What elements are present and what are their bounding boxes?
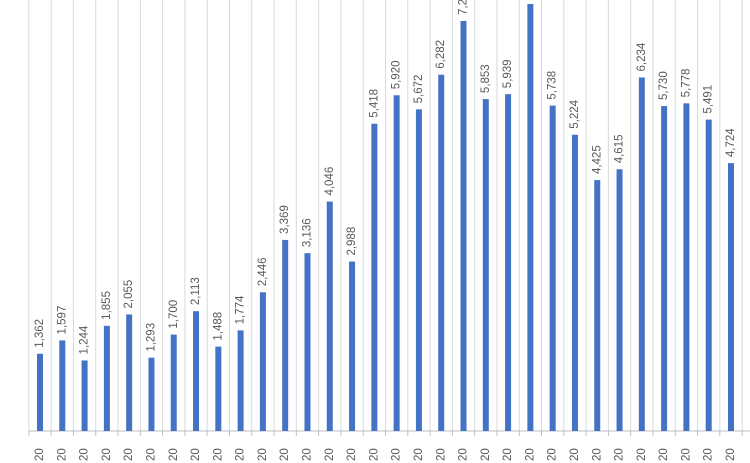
data-label: 1,293 (145, 323, 157, 352)
x-tick-label: 20 (591, 448, 603, 461)
bar (304, 253, 311, 431)
x-tick-label: 20 (346, 448, 358, 461)
x-tick-label: 20 (324, 448, 336, 461)
data-label: 5,491 (703, 85, 715, 114)
data-label: 4,046 (324, 167, 336, 196)
bar (393, 95, 400, 431)
x-tick-label: 20 (480, 448, 492, 461)
x-tick-label: 20 (123, 448, 135, 461)
bar (349, 261, 356, 431)
bar (81, 360, 88, 431)
data-label: 7,230 (458, 0, 470, 15)
data-label: 5,920 (391, 60, 403, 89)
data-label: 5,418 (368, 89, 380, 118)
x-tick-label: 20 (703, 448, 715, 461)
bar (482, 99, 489, 431)
bar (571, 134, 578, 432)
x-tick-label: 20 (435, 448, 447, 461)
bar (103, 325, 110, 431)
bar (549, 105, 556, 431)
bar (705, 119, 712, 431)
bar (326, 201, 333, 431)
x-tick-label: 20 (190, 448, 202, 461)
bar (259, 292, 266, 431)
x-tick-label: 20 (302, 448, 314, 461)
x-tick-label: 20 (235, 448, 247, 461)
bar (661, 106, 668, 432)
bar (683, 103, 690, 432)
data-label: 2,055 (123, 280, 135, 309)
x-tick-label: 20 (368, 448, 380, 461)
x-tick-label: 20 (636, 448, 648, 461)
x-tick-label: 20 (79, 448, 91, 461)
x-tick-label: 20 (212, 448, 224, 461)
data-label: 5,224 (569, 99, 581, 128)
x-tick-label: 20 (257, 448, 269, 461)
data-label: 3,136 (302, 218, 314, 247)
bar (148, 357, 155, 431)
x-tick-label: 20 (101, 448, 113, 461)
bar (126, 314, 133, 431)
bar (59, 340, 66, 431)
data-label: 1,700 (168, 300, 180, 329)
data-label: 5,853 (480, 64, 492, 93)
x-tick-label: 20 (502, 448, 514, 461)
data-label: 1,597 (56, 306, 68, 335)
x-tick-label: 20 (725, 448, 737, 461)
x-tick-label: 20 (458, 448, 470, 461)
data-label: 1,244 (79, 325, 91, 354)
data-label: 5,730 (658, 71, 670, 100)
bar (193, 311, 200, 431)
bar (505, 94, 512, 432)
data-label: 5,778 (680, 69, 692, 98)
data-label: 1,855 (101, 291, 113, 320)
data-label: 5,939 (502, 59, 514, 88)
bar (527, 3, 534, 432)
x-tick-label: 20 (547, 448, 559, 461)
bar (438, 74, 445, 431)
x-tick-label: 20 (56, 448, 68, 461)
bar (215, 346, 222, 431)
x-tick-label: 20 (614, 448, 626, 461)
bar (460, 20, 467, 431)
x-tick-label: 20 (658, 448, 670, 461)
x-tick-label: 20 (391, 448, 403, 461)
bar (371, 123, 378, 431)
x-tick-label: 20 (145, 448, 157, 461)
data-label: 1,362 (34, 319, 46, 348)
x-tick-label: 20 (524, 448, 536, 461)
bar (170, 334, 177, 431)
data-label: 2,988 (346, 227, 358, 256)
data-label: 1,774 (235, 295, 247, 324)
bar (237, 330, 244, 431)
data-label: 6,234 (636, 42, 648, 71)
bar (594, 180, 601, 431)
x-tick-label: 20 (569, 448, 581, 461)
x-tick-label: 20 (279, 448, 291, 461)
x-tick-label: 20 (413, 448, 425, 461)
data-label: 5,738 (547, 71, 559, 100)
data-label: 5,672 (413, 75, 425, 104)
data-label: 4,724 (725, 128, 737, 157)
data-label: 2,113 (190, 277, 202, 305)
bar (727, 163, 734, 431)
bar (37, 353, 43, 431)
bar (638, 77, 645, 431)
bar (415, 109, 422, 432)
data-label: 3,369 (279, 205, 291, 234)
data-label: 6,282 (435, 40, 447, 69)
x-tick-label: 20 (168, 448, 180, 461)
x-tick-label: 20 (680, 448, 692, 461)
bar (616, 169, 623, 431)
x-tick-label: 20 (34, 448, 46, 461)
data-label: 4,615 (614, 134, 626, 163)
data-label: 2,446 (257, 258, 269, 287)
data-label: 1,488 (212, 312, 224, 341)
data-label: 4,425 (591, 145, 603, 174)
bar (282, 239, 289, 431)
